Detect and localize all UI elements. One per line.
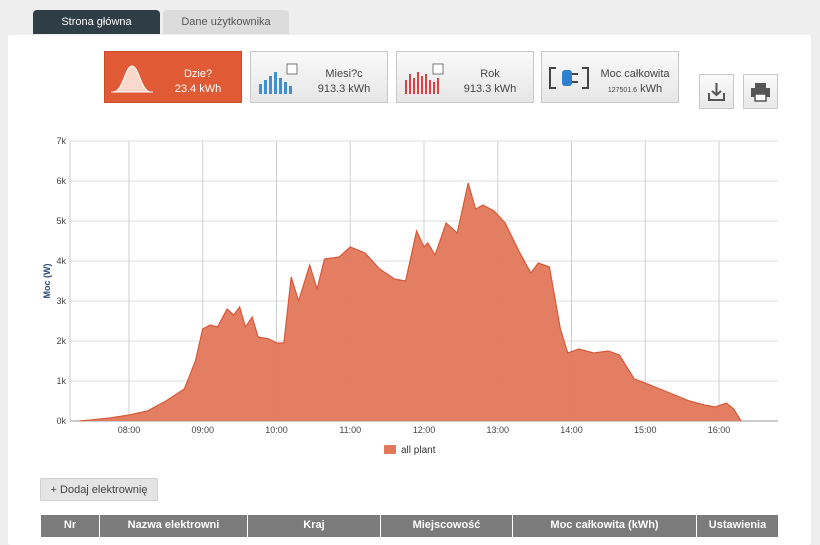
download-icon [708,83,725,101]
download-button[interactable] [699,74,734,109]
tab[interactable]: Dane użytkownika [163,10,289,34]
card-icon [111,65,153,93]
table-header-cell: Nazwa elektrowni [100,515,248,537]
card-value: 127501.6 kWh [592,83,678,95]
card-icon [259,63,298,94]
y-tick-label: 3k [56,296,66,306]
legend-label: all plant [401,445,436,456]
y-tick-label: 1k [56,376,66,386]
card-value: 913.3 kWh [317,83,371,95]
card-unit: kWh [640,83,663,95]
card[interactable]: Dzie? 23.4 kWh [104,51,242,103]
x-tick-label: 12:00 [413,425,436,435]
x-tick-label: 16:00 [708,425,731,435]
table-header-cell: Miejscowość [381,515,513,537]
table-header-cell: Nr [41,515,100,537]
print-button[interactable] [743,74,778,109]
card[interactable]: Rok 913.3 kWh [396,51,534,103]
add-plant-button[interactable]: + Dodaj elektrownię [40,478,158,501]
y-tick-label: 6k [56,176,66,186]
x-tick-label: 11:00 [339,425,361,435]
chart: Moc (W) 0k 1k 2k 3k 4k 5k 6k 7k 08:00 09:00 10:00 1… [42,136,778,456]
legend-swatch [384,445,396,454]
table-header-cell: Ustawienia [708,519,767,531]
card-label: Rok [480,68,500,80]
x-tick-label: 10:00 [265,425,288,435]
card-value: 23.4 kWh [174,83,222,95]
card-icon [405,63,444,94]
card-label: Moc całkowita [600,68,670,80]
y-tick-label: 0k [56,416,66,426]
y-tick-label: 2k [56,336,66,346]
area-fill [79,183,742,421]
print-icon [751,83,770,102]
card[interactable]: Miesi?c 913.3 kWh [250,51,388,103]
table-header-cell: Kraj [248,515,381,537]
y-axis-title: Moc (W) [42,264,52,299]
card[interactable]: Moc całkowita 127501.6 kWh [541,51,679,103]
card-value-number: 127501.6 [607,87,638,94]
y-tick-label: 5k [56,216,66,226]
x-tick-label: 14:00 [560,425,583,435]
card-label: Dzie? [183,68,213,80]
card-value: 913.3 kWh [463,83,517,95]
tab[interactable]: Strona główna [33,10,160,34]
card-icon [549,67,589,89]
x-tick-label: 13:00 [486,425,509,435]
y-tick-label: 4k [56,256,66,266]
table-header-cell: Moc całkowita (kWh) [513,515,697,537]
x-tick-label: 15:00 [634,425,657,435]
x-tick-label: 09:00 [191,425,214,435]
y-tick-label: 7k [56,136,66,146]
x-tick-label: 08:00 [118,425,141,435]
card-label: Miesi?c [325,68,363,80]
table-header: Nr Nazwa elektrowni Kraj Miejscowość Moc… [41,515,778,537]
area-line [79,182,742,422]
